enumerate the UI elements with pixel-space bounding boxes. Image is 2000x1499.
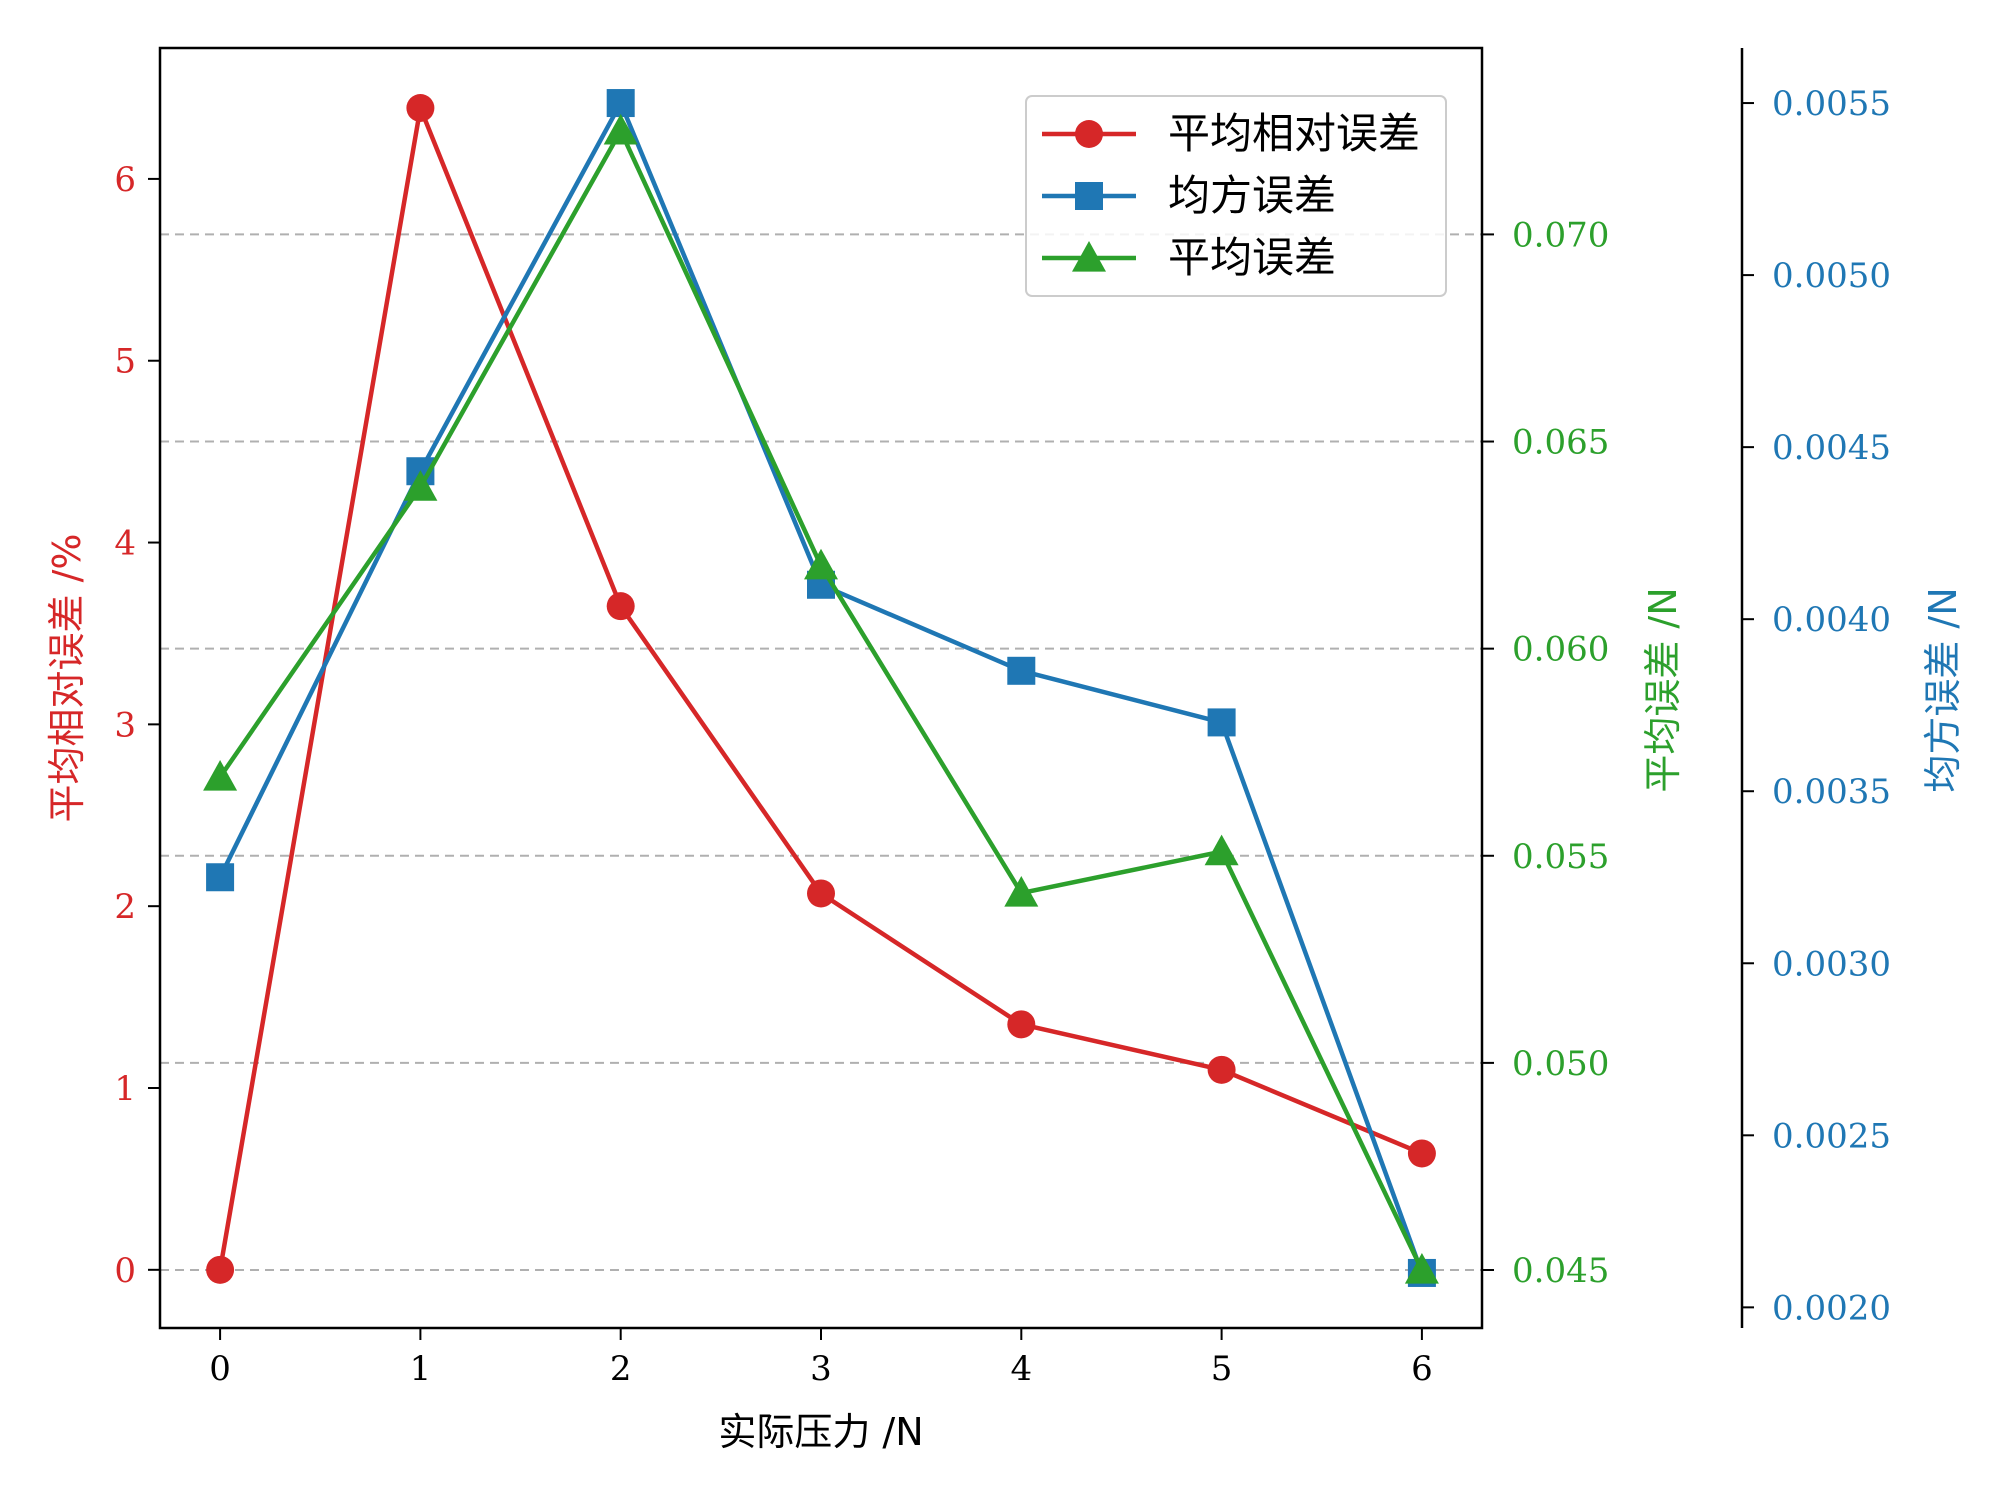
x-axis-label: 实际压力 /N [718, 1410, 923, 1454]
series-0 [206, 94, 1436, 1284]
x-tick-label-1: 1 [410, 1349, 432, 1389]
green-tick-label-2: 0.055 [1512, 837, 1609, 877]
series-line-2 [218, 128, 1424, 1271]
legend-marker-0 [1075, 120, 1103, 148]
data-point-0-1 [406, 94, 435, 122]
left-tick-label-5: 5 [114, 342, 136, 382]
x-tick-label-6: 6 [1411, 1349, 1433, 1389]
left-tick-label-6: 6 [114, 160, 136, 200]
legend-marker-1 [1075, 182, 1103, 210]
data-point-0-2 [606, 592, 635, 621]
blue-tick-label-2: 0.0030 [1772, 944, 1891, 984]
x-tick-label-4: 4 [1010, 1349, 1032, 1389]
left-tick-label-1: 1 [114, 1069, 136, 1109]
legend-label-0: 平均相对误差 [1168, 109, 1420, 158]
left-axis-label: 平均相对误差 /% [45, 534, 89, 823]
legend-box [1025, 95, 1447, 297]
blue-tick-label-7: 0.0055 [1772, 84, 1891, 124]
left-tick-label-3: 3 [114, 705, 136, 745]
data-point-0-3 [807, 879, 835, 908]
data-point-2-5 [1204, 834, 1239, 866]
blue-tick-label-5: 0.0045 [1772, 428, 1891, 468]
green-tick-label-4: 0.065 [1512, 423, 1609, 463]
data-point-2-2 [603, 113, 638, 145]
left-tick-label-4: 4 [114, 524, 136, 564]
blue-tick-label-3: 0.0035 [1772, 772, 1891, 812]
left-tick-label-0: 0 [114, 1251, 136, 1291]
legend-label-2: 平均误差 [1168, 233, 1336, 282]
green-axis-label: 平均误差 /N [1641, 587, 1685, 792]
data-point-0-6 [1407, 1139, 1436, 1168]
blue-tick-label-0: 0.0020 [1772, 1288, 1891, 1328]
green-tick-label-0: 0.045 [1512, 1251, 1609, 1291]
green-tick-label-3: 0.060 [1512, 630, 1609, 670]
x-tick-label-3: 3 [810, 1349, 832, 1389]
data-point-1-0 [206, 863, 235, 892]
data-point-1-4 [1007, 656, 1036, 685]
grid-lines [160, 233, 1482, 1272]
legend-marker-2 [1072, 241, 1106, 272]
x-tick-label-2: 2 [610, 1349, 632, 1389]
series-2 [203, 113, 1439, 1284]
data-point-1-2 [606, 89, 635, 118]
blue-tick-label-4: 0.0040 [1772, 600, 1891, 640]
data-point-0-5 [1207, 1055, 1236, 1084]
data-point-2-0 [203, 760, 238, 791]
data-point-0-0 [206, 1255, 235, 1284]
data-point-2-1 [403, 470, 438, 501]
x-tick-label-0: 0 [209, 1349, 231, 1389]
data-point-2-4 [1004, 876, 1039, 907]
blue-tick-label-6: 0.0050 [1772, 256, 1891, 296]
left-tick-label-2: 2 [114, 887, 136, 927]
blue-tick-label-1: 0.0025 [1772, 1116, 1891, 1156]
green-tick-label-1: 0.050 [1512, 1044, 1609, 1084]
blue-axis-label: 均方误差 /N [1921, 587, 1965, 792]
green-tick-label-5: 0.070 [1512, 215, 1609, 255]
data-point-2-3 [804, 548, 838, 580]
data-point-1-5 [1207, 708, 1236, 737]
legend-label-1: 均方误差 [1168, 171, 1336, 220]
data-point-2-6 [1404, 1253, 1439, 1284]
x-tick-label-5: 5 [1211, 1349, 1233, 1389]
data-point-0-4 [1007, 1010, 1036, 1039]
axes: 0 1 2 3 4 5 6 实际压力 /N 0 1 2 3 4 5 6 平均相对误差 /% 0.045 0.050… [45, 48, 1965, 1454]
series-layer [203, 89, 1439, 1287]
